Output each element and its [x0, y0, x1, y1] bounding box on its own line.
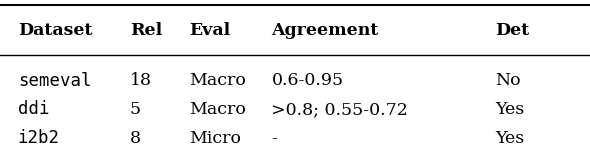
Text: No: No: [496, 72, 521, 89]
Text: 5: 5: [130, 101, 141, 118]
Text: Yes: Yes: [496, 130, 525, 147]
Text: Yes: Yes: [496, 101, 525, 118]
Text: 8: 8: [130, 130, 141, 147]
Text: semeval: semeval: [18, 72, 91, 90]
Text: Micro: Micro: [189, 130, 241, 147]
Text: >0.8; 0.55-0.72: >0.8; 0.55-0.72: [271, 101, 408, 118]
Text: 0.6-0.95: 0.6-0.95: [271, 72, 343, 89]
Text: ddi: ddi: [18, 100, 49, 118]
Text: Macro: Macro: [189, 72, 245, 89]
Text: i2b2: i2b2: [18, 129, 60, 147]
Text: Det: Det: [496, 22, 530, 39]
Text: Agreement: Agreement: [271, 22, 379, 39]
Text: Macro: Macro: [189, 101, 245, 118]
Text: 18: 18: [130, 72, 152, 89]
Text: Rel: Rel: [130, 22, 162, 39]
Text: Eval: Eval: [189, 22, 230, 39]
Text: Dataset: Dataset: [18, 22, 92, 39]
Text: -: -: [271, 130, 277, 147]
